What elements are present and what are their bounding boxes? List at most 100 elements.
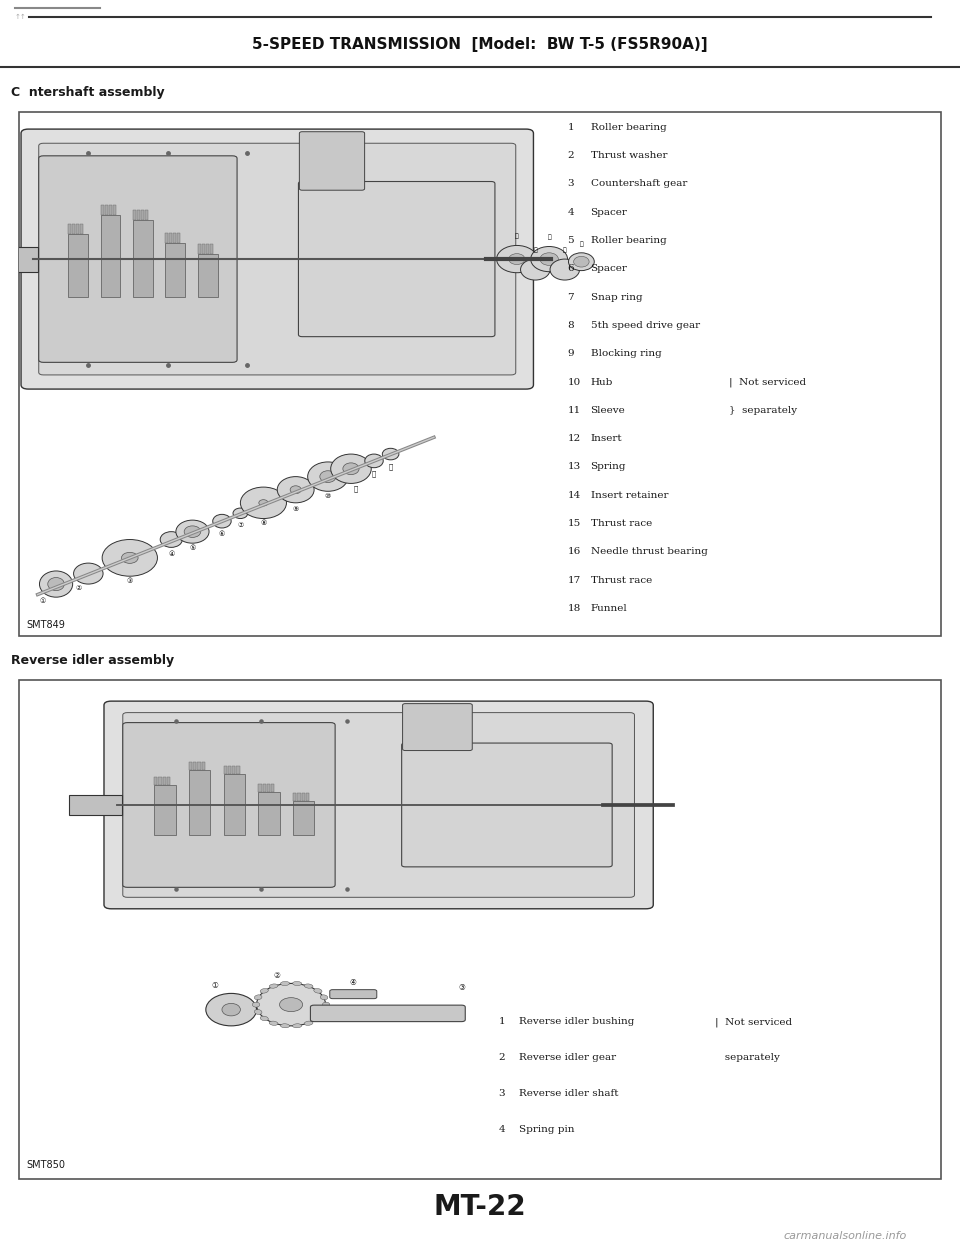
FancyBboxPatch shape xyxy=(330,990,376,998)
Text: Thrust race: Thrust race xyxy=(590,575,652,584)
Text: Hub: Hub xyxy=(590,378,613,387)
Text: Sleeve: Sleeve xyxy=(590,406,625,414)
Text: 7: 7 xyxy=(567,292,574,302)
Text: Needle thrust bearing: Needle thrust bearing xyxy=(590,548,708,557)
Ellipse shape xyxy=(102,539,157,577)
Ellipse shape xyxy=(568,253,594,271)
Text: 4: 4 xyxy=(498,1124,505,1134)
Text: ⑱: ⑱ xyxy=(580,241,584,247)
Ellipse shape xyxy=(280,1023,290,1028)
Ellipse shape xyxy=(320,470,336,483)
Bar xyxy=(101,215,121,297)
Ellipse shape xyxy=(321,995,327,1000)
Text: 1: 1 xyxy=(498,1017,505,1026)
Ellipse shape xyxy=(314,988,322,993)
Text: Funnel: Funnel xyxy=(590,604,627,613)
Bar xyxy=(108,205,111,215)
Bar xyxy=(165,243,185,297)
Ellipse shape xyxy=(382,448,399,459)
Text: 15: 15 xyxy=(567,519,581,528)
Bar xyxy=(263,784,266,792)
Ellipse shape xyxy=(260,1016,269,1021)
Text: Insert: Insert xyxy=(590,434,622,443)
Bar xyxy=(158,778,161,785)
Bar xyxy=(132,210,136,221)
Bar xyxy=(267,784,270,792)
Ellipse shape xyxy=(254,1010,262,1015)
Ellipse shape xyxy=(252,1002,260,1007)
Ellipse shape xyxy=(240,487,286,519)
Ellipse shape xyxy=(323,1002,330,1007)
Bar xyxy=(72,223,75,233)
Bar xyxy=(68,795,122,815)
Bar xyxy=(155,785,176,835)
Text: 3: 3 xyxy=(498,1090,505,1098)
Bar xyxy=(224,766,227,774)
Bar xyxy=(205,243,208,255)
Ellipse shape xyxy=(277,477,314,503)
Ellipse shape xyxy=(574,256,589,267)
Text: Insert retainer: Insert retainer xyxy=(590,490,668,499)
Bar xyxy=(112,205,115,215)
Ellipse shape xyxy=(365,454,383,468)
Bar xyxy=(162,778,166,785)
Text: 5: 5 xyxy=(567,236,574,245)
Bar xyxy=(167,778,170,785)
Text: 5th speed drive gear: 5th speed drive gear xyxy=(590,321,700,329)
Ellipse shape xyxy=(280,981,290,986)
Ellipse shape xyxy=(293,981,301,986)
Text: |  Not serviced: | Not serviced xyxy=(729,378,806,387)
Ellipse shape xyxy=(269,983,278,988)
Text: Spacer: Spacer xyxy=(590,265,628,273)
Ellipse shape xyxy=(222,1003,240,1016)
Bar xyxy=(178,233,180,243)
Bar xyxy=(173,233,177,243)
Text: 8: 8 xyxy=(567,321,574,329)
Ellipse shape xyxy=(213,514,231,528)
Bar xyxy=(193,763,197,770)
Text: C  ntershaft assembly: C ntershaft assembly xyxy=(11,86,164,99)
Text: 16: 16 xyxy=(567,548,581,557)
Text: 11: 11 xyxy=(567,406,581,414)
Bar xyxy=(198,255,218,297)
Text: Roller bearing: Roller bearing xyxy=(590,236,666,245)
Bar xyxy=(189,763,192,770)
Text: Reverse idler bushing: Reverse idler bushing xyxy=(518,1017,635,1026)
Ellipse shape xyxy=(531,247,567,272)
Text: SMT849: SMT849 xyxy=(27,620,65,630)
Ellipse shape xyxy=(330,454,372,483)
Text: ②: ② xyxy=(274,971,280,980)
Text: 18: 18 xyxy=(567,604,581,613)
Bar xyxy=(105,205,108,215)
Text: ⑩: ⑩ xyxy=(324,493,331,499)
Ellipse shape xyxy=(269,1021,278,1026)
Text: ①: ① xyxy=(211,981,218,990)
Bar xyxy=(165,233,168,243)
Ellipse shape xyxy=(260,988,269,993)
Bar xyxy=(198,763,201,770)
Text: Blocking ring: Blocking ring xyxy=(590,349,661,358)
Text: ⑨: ⑨ xyxy=(293,505,299,512)
Ellipse shape xyxy=(520,260,550,280)
Text: ↑↑: ↑↑ xyxy=(15,14,27,20)
Bar xyxy=(68,233,88,297)
Text: ⑧: ⑧ xyxy=(260,520,267,527)
Ellipse shape xyxy=(256,983,325,1026)
Bar xyxy=(258,784,261,792)
Bar xyxy=(145,210,148,221)
Text: 1: 1 xyxy=(567,122,574,132)
Ellipse shape xyxy=(304,1021,313,1026)
Ellipse shape xyxy=(304,983,313,988)
Text: 13: 13 xyxy=(567,463,581,472)
Text: Reverse idler gear: Reverse idler gear xyxy=(518,1053,615,1062)
Bar xyxy=(189,770,210,835)
Text: Reverse idler shaft: Reverse idler shaft xyxy=(518,1090,618,1098)
Text: ③: ③ xyxy=(127,578,132,584)
Text: Roller bearing: Roller bearing xyxy=(590,122,666,132)
Ellipse shape xyxy=(321,1010,327,1015)
Text: 9: 9 xyxy=(567,349,574,358)
Text: Reverse idler assembly: Reverse idler assembly xyxy=(11,654,174,666)
Text: 14: 14 xyxy=(567,490,581,499)
Ellipse shape xyxy=(343,463,359,474)
Bar xyxy=(301,792,305,801)
